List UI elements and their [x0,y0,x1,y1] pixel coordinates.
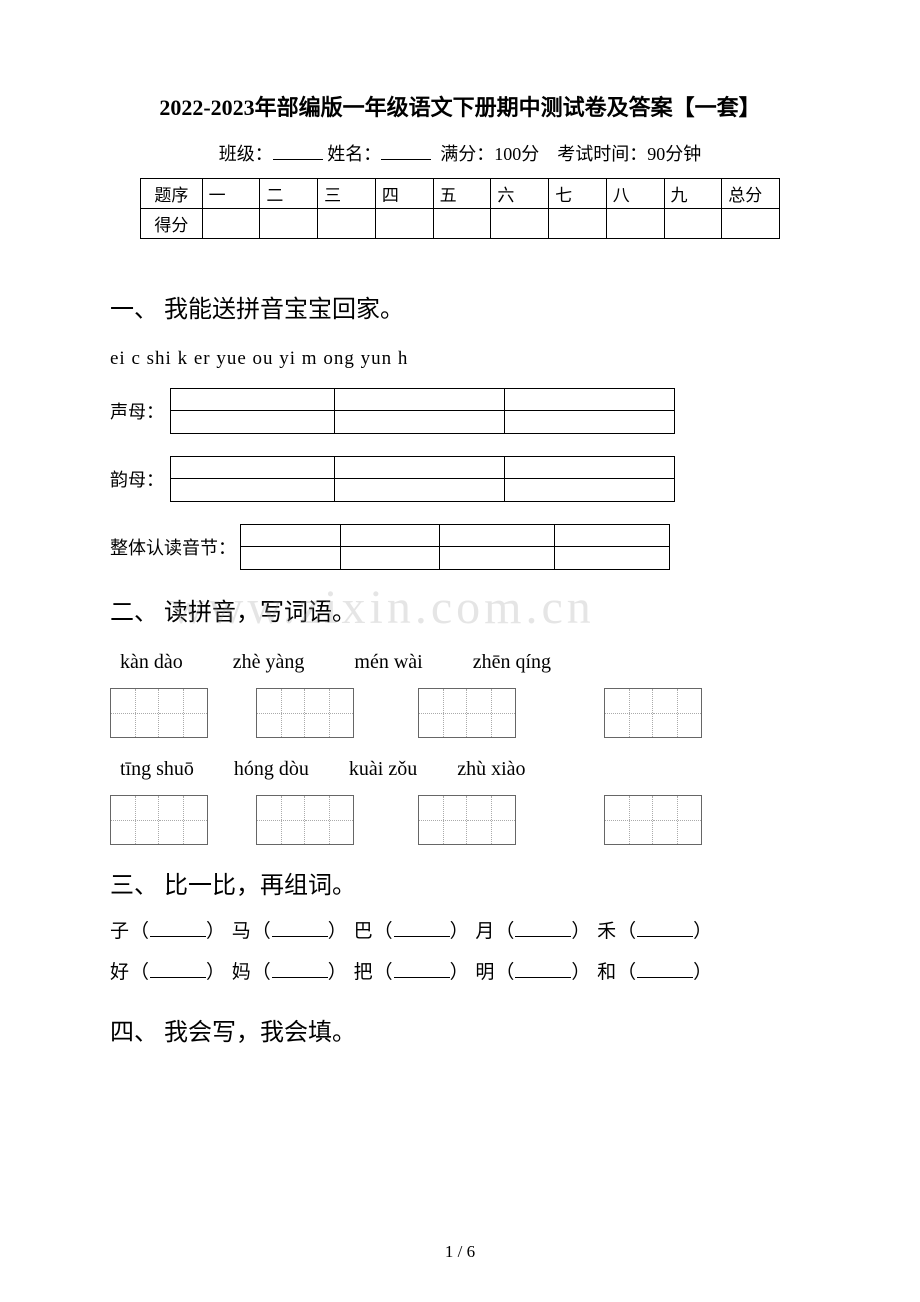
header-cell: 五 [433,179,491,209]
row-label: 得分 [141,209,203,239]
word-blank[interactable] [515,921,571,937]
pinyin-word: zhè yàng [233,651,305,674]
score-cell[interactable] [491,209,549,239]
shengmu-row: 声母： [110,388,810,434]
section4-heading: 四、 我会写，我会填。 [110,1012,810,1047]
section2-heading: 二、 读拼音，写词语。 [110,592,810,627]
header-cell: 一 [202,179,260,209]
char-box[interactable] [110,688,208,738]
score-cell[interactable] [260,209,318,239]
exam-time: 考试时间：90分钟 [557,144,701,164]
section3-heading: 三、 比一比，再组词。 [110,865,810,900]
header-cell: 题序 [141,179,203,209]
score-cell[interactable] [606,209,664,239]
score-cell[interactable] [433,209,491,239]
word-blank[interactable] [394,921,450,937]
compare-row2: 好（） 妈（） 把（） 明（） 和（） [110,957,810,984]
score-cell[interactable] [375,209,433,239]
score-cell[interactable] [549,209,607,239]
pinyin-word: tīng shuō [120,758,194,781]
yunmu-grid[interactable] [170,456,675,502]
header-cell: 总分 [722,179,780,209]
header-cell: 八 [606,179,664,209]
class-label: 班级： [219,144,273,164]
zhengti-grid[interactable] [240,524,670,570]
pinyin-word: kuài zǒu [349,758,417,781]
name-label: 姓名： [327,144,381,164]
char-box[interactable] [256,795,354,845]
shengmu-label: 声母： [110,398,170,424]
word-blank[interactable] [637,962,693,978]
score-table: 题序 一 二 三 四 五 六 七 八 九 总分 得分 [140,178,780,239]
header-cell: 七 [549,179,607,209]
word-blank[interactable] [394,962,450,978]
pinyin-word: zhù xiào [457,758,525,781]
pinyin-list: ei c shi k er yue ou yi m ong yun h [110,348,810,370]
compare-row1: 子（） 马（） 巴（） 月（） 禾（） [110,916,810,943]
table-row: 得分 [141,209,780,239]
pinyin-word: kàn dào [120,651,183,674]
header-cell: 六 [491,179,549,209]
full-score: 满分：100分 [440,144,539,164]
table-row: 题序 一 二 三 四 五 六 七 八 九 总分 [141,179,780,209]
pinyin-row2: tīng shuō hóng dòu kuài zǒu zhù xiào [120,758,810,781]
score-cell[interactable] [202,209,260,239]
zhengti-label: 整体认读音节： [110,534,240,560]
header-cell: 九 [664,179,722,209]
section1-heading: 一、 我能送拼音宝宝回家。 [110,289,810,324]
word-blank[interactable] [272,962,328,978]
zhengti-row: 整体认读音节： [110,524,810,570]
header-cell: 三 [318,179,376,209]
name-blank[interactable] [381,142,431,160]
page-number: 1 / 6 [0,1242,920,1262]
header-cell: 四 [375,179,433,209]
pinyin-row1: kàn dào zhè yàng mén wài zhēn qíng [120,651,810,674]
score-cell[interactable] [318,209,376,239]
char-box[interactable] [604,795,702,845]
shengmu-grid[interactable] [170,388,675,434]
yunmu-row: 韵母： [110,456,810,502]
char-box[interactable] [418,795,516,845]
score-cell[interactable] [722,209,780,239]
pinyin-word: zhēn qíng [473,651,551,674]
char-box[interactable] [604,688,702,738]
char-box-row1 [110,688,810,738]
word-blank[interactable] [272,921,328,937]
char-box[interactable] [110,795,208,845]
score-cell[interactable] [664,209,722,239]
char-box-row2 [110,795,810,845]
char-box[interactable] [256,688,354,738]
word-blank[interactable] [515,962,571,978]
header-cell: 二 [260,179,318,209]
title: 2022-2023年部编版一年级语文下册期中测试卷及答案【一套】 [110,90,810,122]
yunmu-label: 韵母： [110,466,170,492]
word-blank[interactable] [637,921,693,937]
pinyin-word: mén wài [354,651,422,674]
char-box[interactable] [418,688,516,738]
class-blank[interactable] [273,142,323,160]
info-line: 班级： 姓名： 满分：100分 考试时间：90分钟 [110,140,810,166]
pinyin-word: hóng dòu [234,758,309,781]
word-blank[interactable] [150,921,206,937]
word-blank[interactable] [150,962,206,978]
